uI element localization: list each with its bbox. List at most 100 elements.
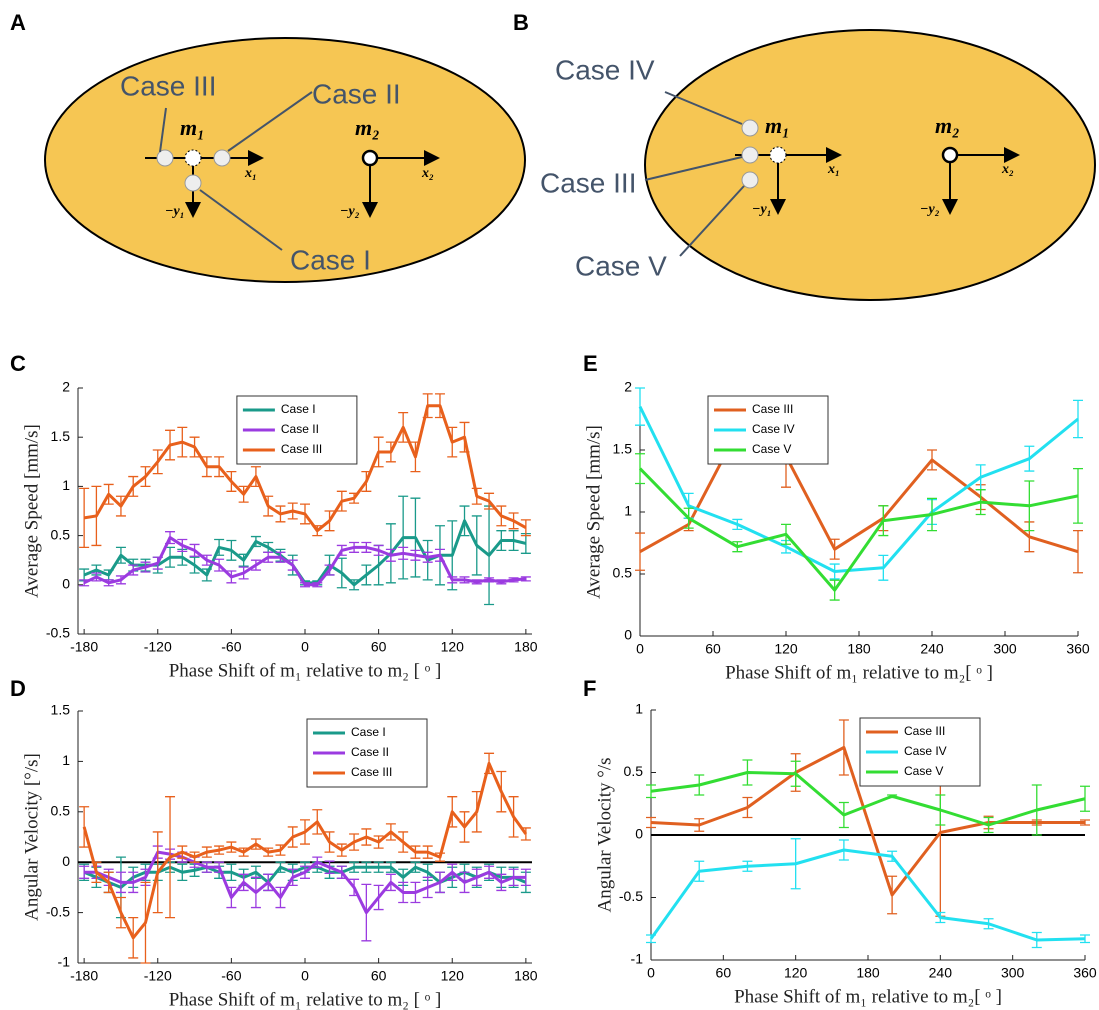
y-tick-label: 1 — [62, 477, 70, 493]
panel-letter: C — [10, 351, 26, 376]
error-bar — [373, 861, 384, 873]
error-bar — [300, 503, 310, 525]
error-bar — [250, 466, 261, 488]
error-bar — [373, 544, 384, 556]
series-line — [650, 746, 1085, 897]
error-bar — [177, 863, 188, 881]
error-bar — [263, 551, 274, 563]
error-bar — [887, 850, 898, 862]
error-bar — [361, 861, 372, 873]
error-bar — [165, 796, 176, 919]
error-bar — [275, 844, 286, 856]
error-bar — [635, 532, 645, 571]
error-bar — [312, 809, 323, 835]
error-bar — [434, 548, 445, 562]
x-tick-label: -180 — [70, 639, 98, 655]
legend-label: Case V — [752, 442, 791, 456]
error-bar — [646, 934, 656, 944]
error-bar — [838, 719, 849, 776]
error-bar — [349, 861, 360, 873]
error-bar — [238, 553, 249, 567]
x-tick-label: 180 — [856, 965, 880, 981]
x-tick-label: -120 — [144, 968, 172, 984]
legend-label: Case III — [281, 442, 322, 456]
chart-panel: C -0.5 0 0.5 1 1.5 2 -180 -120 -60 0 60 120 180 Phase … — [10, 351, 538, 682]
error-bar — [238, 566, 249, 580]
error-bar — [165, 429, 176, 461]
error-bar — [975, 489, 986, 516]
error-bar — [300, 582, 310, 588]
error-bar — [287, 502, 298, 520]
error-bar — [508, 796, 519, 838]
panel-letter: E — [583, 351, 598, 376]
mass-label: m₁ — [180, 115, 205, 140]
panel-letter: A — [10, 10, 26, 35]
error-bar — [447, 576, 458, 584]
series-line — [638, 405, 1079, 574]
error-bar — [214, 845, 225, 855]
y-tick-label: -1 — [58, 954, 71, 970]
y-axis-label: Angular Velocity [°/s] — [21, 753, 42, 921]
x-tick-label: 240 — [920, 641, 944, 657]
error-bar — [508, 577, 519, 583]
chart-panel: F -1 -0.5 0 0.5 1 0 60 120 180 240 300 360 Phase Shif… — [583, 676, 1097, 1008]
error-bar — [115, 495, 126, 517]
error-bar — [324, 860, 335, 874]
error-bar — [1080, 819, 1090, 826]
error-bar — [732, 541, 743, 553]
axis-label: −y₂ — [340, 204, 360, 219]
y-tick-label: 1.5 — [51, 702, 71, 718]
x-tick-label: 60 — [716, 965, 732, 981]
error-bar — [385, 441, 396, 463]
x-axis-label: Phase Shift of m₁ relative to m₂[ ᵒ ] — [734, 986, 1002, 1007]
error-bar — [742, 759, 753, 786]
error-bar — [312, 525, 323, 537]
legend-label: Case IV — [752, 422, 795, 436]
error-bar — [410, 881, 421, 904]
error-bar — [361, 883, 372, 942]
error-bar — [520, 868, 531, 887]
x-tick-label: 120 — [441, 639, 465, 655]
error-bar — [484, 492, 495, 510]
error-bar — [373, 884, 384, 911]
y-tick-label: -0.5 — [619, 888, 643, 904]
x-tick-label: 180 — [514, 968, 538, 984]
x-tick-label: 300 — [1001, 965, 1025, 981]
y-tick-label: 0 — [624, 627, 632, 643]
error-bar — [385, 548, 396, 562]
error-bar — [1073, 467, 1083, 524]
error-bar — [410, 441, 421, 473]
error-bar — [410, 497, 421, 578]
error-bar — [935, 911, 946, 924]
error-bar — [275, 505, 286, 523]
error-bar — [422, 551, 433, 563]
error-bar — [189, 851, 200, 863]
y-tick-label: 0 — [62, 576, 70, 592]
error-bar — [250, 559, 261, 571]
error-bar — [790, 838, 801, 890]
error-bar — [935, 794, 946, 826]
axis-label: x₁ — [244, 166, 257, 181]
error-bar — [410, 861, 421, 873]
x-tick-label: -120 — [144, 639, 172, 655]
y-tick-label: 0.5 — [51, 526, 71, 542]
error-bar — [646, 784, 656, 799]
error-bar — [275, 886, 286, 909]
x-tick-label: 60 — [371, 968, 387, 984]
error-bar — [287, 559, 298, 571]
error-bar — [496, 505, 507, 527]
error-bar — [398, 881, 409, 904]
x-tick-label: -180 — [70, 968, 98, 984]
error-bar — [91, 572, 102, 582]
error-bar — [226, 841, 237, 853]
error-bar — [459, 871, 470, 894]
series-line — [650, 771, 1086, 827]
legend-label: Case I — [351, 725, 386, 739]
error-bar — [250, 876, 261, 909]
error-bar — [983, 816, 994, 834]
error-bar — [484, 865, 495, 879]
error-bar — [152, 449, 163, 475]
error-bar — [103, 579, 114, 587]
error-bar — [115, 546, 126, 564]
x-tick-label: 120 — [774, 641, 798, 657]
